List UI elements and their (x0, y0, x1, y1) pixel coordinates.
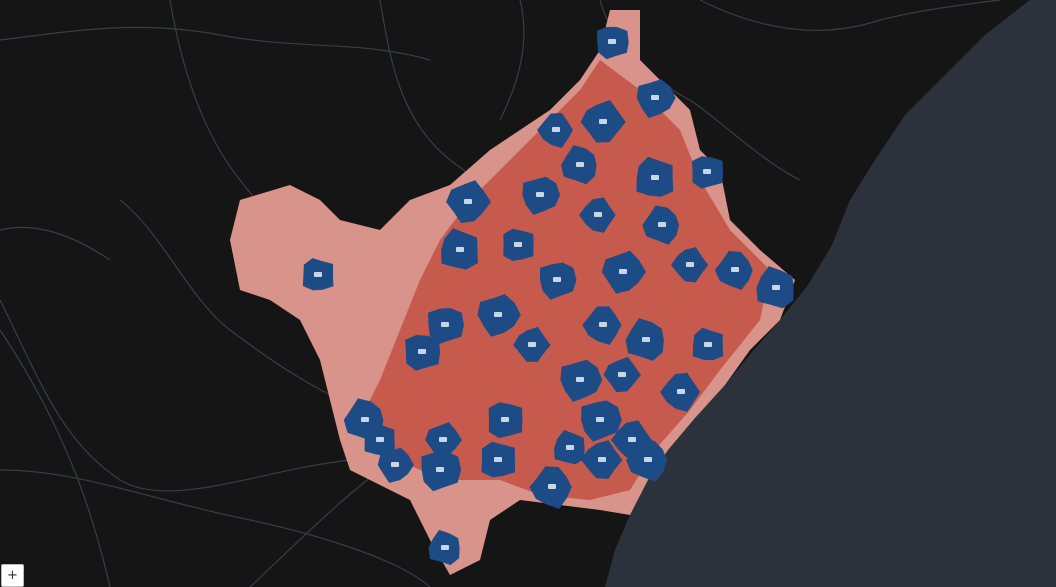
site-icon (391, 462, 399, 467)
site-icon (618, 372, 626, 377)
site-icon (576, 377, 584, 382)
site-icon (703, 169, 711, 174)
site-icon (418, 349, 426, 354)
site-icon (686, 262, 694, 267)
site-icon (599, 119, 607, 124)
sites (302, 26, 794, 565)
site-icon (501, 417, 509, 422)
site-icon (553, 277, 561, 282)
site-icon (651, 175, 659, 180)
site-icon (642, 337, 650, 342)
site-icon (441, 322, 449, 327)
site-icon (566, 445, 574, 450)
site-icon (704, 342, 712, 347)
site-icon (436, 467, 444, 472)
site-icon (619, 269, 627, 274)
roads (0, 0, 1001, 587)
sea (605, 0, 1056, 587)
site-icon (552, 127, 560, 132)
site-icon (608, 39, 616, 44)
site-icon (376, 437, 384, 442)
site-icon (576, 162, 584, 167)
zoom-in-button[interactable]: + (1, 564, 24, 587)
site-icon (644, 457, 652, 462)
site-icon (361, 417, 369, 422)
site-icon (594, 212, 602, 217)
site-icon (651, 95, 659, 100)
site-icon (441, 545, 449, 550)
site-icon (598, 457, 606, 462)
site-icon (599, 322, 607, 327)
site-icon (456, 247, 464, 252)
site-icon (536, 192, 544, 197)
site-icon (314, 272, 322, 277)
site-icon (439, 437, 447, 442)
site-icon (677, 389, 685, 394)
site-icon (731, 267, 739, 272)
site-icon (628, 437, 636, 442)
site-icon (528, 342, 536, 347)
site-icon (494, 457, 502, 462)
site-icon (464, 199, 472, 204)
site-icon (596, 417, 604, 422)
site-icon (494, 312, 502, 317)
site-icon (658, 222, 666, 227)
site-icon (772, 285, 780, 290)
site-icon (548, 484, 556, 489)
site-icon (514, 242, 522, 247)
